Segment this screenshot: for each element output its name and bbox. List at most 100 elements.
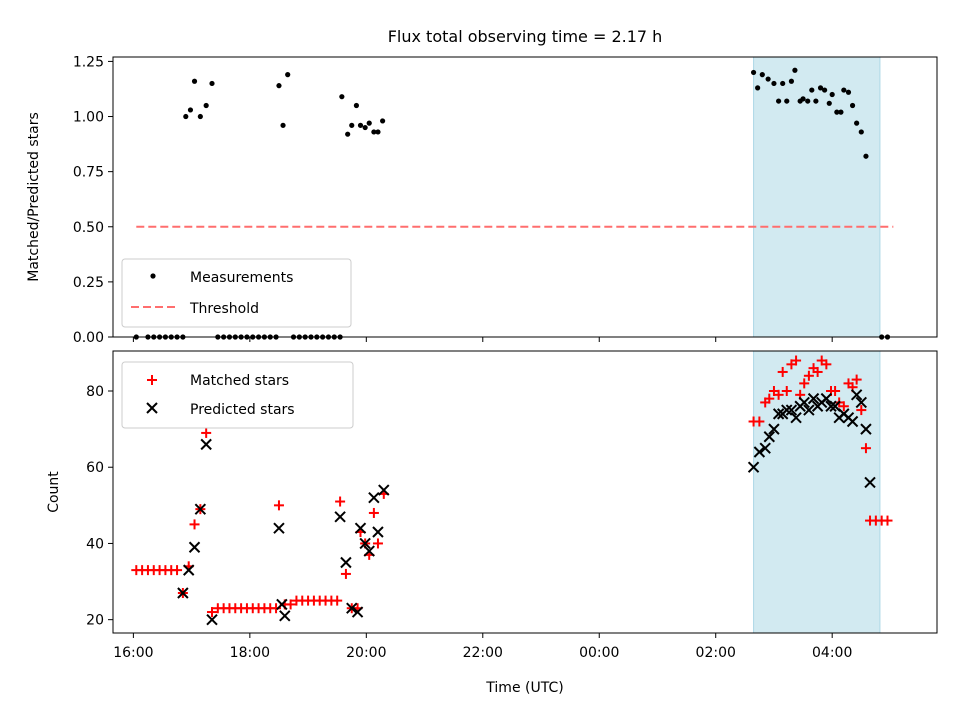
measurement-point bbox=[209, 80, 215, 87]
matched-star-point bbox=[838, 401, 849, 412]
measurement-point bbox=[755, 85, 761, 91]
measurement-point bbox=[285, 72, 291, 78]
measurement-point bbox=[792, 67, 798, 73]
predicted-star-point bbox=[368, 492, 380, 504]
observing-span-rect bbox=[753, 56, 881, 338]
x-axis-label: Time (UTC) bbox=[485, 680, 563, 696]
measurement-point bbox=[371, 129, 377, 135]
measurement-point bbox=[838, 109, 844, 115]
matched-star-point bbox=[754, 416, 765, 427]
predicted-star-point bbox=[182, 564, 195, 576]
x-tick-label: 00:00 bbox=[579, 645, 619, 661]
predicted-star-point bbox=[798, 396, 810, 409]
matched-star-point bbox=[882, 515, 893, 526]
predicted-star-point bbox=[378, 484, 390, 496]
measurement-point bbox=[197, 113, 203, 120]
measurement-point bbox=[771, 80, 777, 87]
measurement-point bbox=[788, 78, 795, 84]
legend-measurements-marker bbox=[150, 273, 156, 279]
measurement-point bbox=[829, 91, 835, 98]
measurement-point bbox=[849, 102, 856, 109]
matched-star-point bbox=[791, 355, 802, 366]
x-tick-label: 02:00 bbox=[696, 645, 736, 661]
measurement-point bbox=[858, 129, 864, 135]
measurement-point bbox=[834, 109, 840, 115]
y-tick-label: 40 bbox=[86, 536, 104, 552]
ratio-y-ticks: 0.00 0.25 0.50 0.75 1.00 1.25 bbox=[73, 54, 113, 346]
predicted-star-point bbox=[803, 404, 815, 416]
count-x-ticks: 16:00 18:00 20:00 22:00 00:00 02:00 04:00 bbox=[113, 633, 852, 661]
measurement-point bbox=[345, 131, 351, 137]
measurement-point bbox=[822, 87, 828, 93]
measurement-point bbox=[280, 122, 286, 128]
predicted-star-point bbox=[772, 408, 785, 420]
predicted-star-point bbox=[334, 511, 346, 523]
figure-title: Flux total observing time = 2.17 h bbox=[388, 27, 663, 46]
predicted-star-point bbox=[864, 476, 876, 489]
legend-predicted-label: Predicted stars bbox=[190, 402, 295, 418]
matched-star-point bbox=[812, 366, 823, 377]
count-legend: Matched stars Predicted stars bbox=[121, 361, 354, 429]
predicted-star-point bbox=[846, 415, 859, 428]
count-legend-box bbox=[121, 361, 354, 429]
matched-star-point bbox=[332, 595, 343, 606]
predicted-star-point bbox=[825, 400, 837, 412]
legend-matched-marker bbox=[147, 375, 157, 385]
x-tick-label: 20:00 bbox=[346, 645, 386, 661]
x-tick-label: 16:00 bbox=[113, 645, 153, 661]
ratio-legend-box bbox=[121, 258, 352, 328]
matched-star-point bbox=[201, 427, 212, 438]
matched-star-point bbox=[860, 443, 871, 454]
measurement-point bbox=[357, 122, 364, 128]
matched-star-point bbox=[189, 519, 200, 530]
matched-star-point bbox=[851, 374, 862, 385]
count-y-ticks: 20 40 60 80 bbox=[86, 384, 113, 629]
matched-star-point bbox=[764, 393, 775, 404]
predicted-star-point bbox=[753, 446, 766, 458]
predicted-star-point bbox=[785, 404, 798, 416]
count-axes-frame bbox=[112, 350, 938, 634]
measurement-point bbox=[380, 118, 386, 124]
predicted-star-point bbox=[768, 423, 780, 435]
ratio-x-ticks bbox=[132, 337, 833, 342]
ratio-y-label: Matched/Predicted stars bbox=[26, 112, 42, 282]
measurement-point bbox=[349, 122, 355, 128]
measurement-point bbox=[765, 76, 771, 82]
predicted-star-point bbox=[340, 556, 352, 569]
matched-star-point bbox=[273, 500, 284, 511]
measurement-point bbox=[187, 107, 194, 113]
predicted-star-points bbox=[177, 389, 876, 626]
measurement-point bbox=[863, 153, 869, 159]
y-tick-label: 20 bbox=[86, 613, 104, 629]
measurement-point bbox=[800, 96, 806, 102]
y-tick-label: 0.25 bbox=[73, 275, 104, 291]
predicted-star-point bbox=[359, 537, 371, 550]
matched-star-point bbox=[773, 389, 784, 400]
measurement-point bbox=[353, 102, 360, 109]
measurement-point bbox=[780, 80, 786, 87]
measurement-point bbox=[362, 124, 368, 131]
x-tick-label: 18:00 bbox=[230, 645, 270, 661]
measurement-point bbox=[845, 89, 852, 95]
measurement-point bbox=[750, 69, 757, 76]
x-tick-label: 04:00 bbox=[812, 645, 852, 661]
count-panel: 20 40 60 80 16:00 18:00 20:00 22:00 00:00 02:00 0… bbox=[46, 350, 938, 696]
y-tick-label: 60 bbox=[86, 460, 104, 476]
y-tick-label: 1.00 bbox=[73, 110, 104, 126]
count-y-label: Count bbox=[46, 471, 62, 513]
measurement-point bbox=[854, 120, 860, 126]
measurement-point bbox=[826, 100, 832, 106]
y-tick-label: 0.50 bbox=[73, 220, 104, 236]
measurement-point bbox=[339, 94, 345, 100]
predicted-star-point bbox=[206, 613, 218, 626]
observing-span-top bbox=[753, 56, 881, 338]
measurement-point bbox=[784, 98, 790, 104]
legend-predicted-marker bbox=[146, 402, 158, 414]
observing-span-bottom bbox=[753, 350, 881, 634]
predicted-star-point bbox=[279, 610, 291, 622]
predicted-star-point bbox=[781, 404, 793, 416]
predicted-star-point bbox=[177, 587, 189, 599]
predicted-star-point bbox=[860, 423, 872, 435]
measurement-point bbox=[776, 98, 782, 104]
